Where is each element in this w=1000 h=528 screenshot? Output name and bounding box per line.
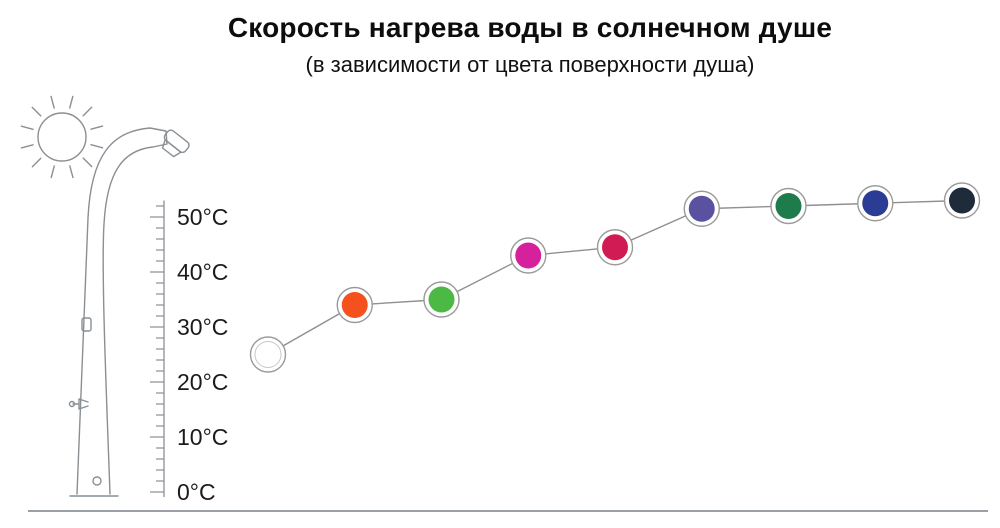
data-point-orange (341, 292, 368, 318)
sun-ray (90, 125, 104, 130)
y-tick-label: 10°C (177, 424, 228, 450)
sun-ray (31, 106, 42, 117)
sun-ray (50, 165, 55, 179)
temperature-ruler (150, 200, 165, 497)
shower-column (68, 127, 190, 497)
sun-ray (50, 95, 55, 109)
data-point-dark-green (775, 193, 802, 219)
data-point-green (428, 286, 455, 313)
sun-ray (69, 165, 74, 179)
sun-ray (20, 144, 34, 149)
sun-ray (69, 95, 74, 109)
shower-head (161, 129, 190, 158)
sun-ray (90, 144, 104, 149)
y-tick-label: 50°C (177, 204, 228, 230)
sun-ray (31, 157, 42, 168)
data-point-purple (688, 195, 715, 222)
shower-knob (81, 317, 92, 332)
sun-ray (82, 106, 93, 117)
data-point-dark-navy (949, 187, 975, 214)
sun-disc (37, 112, 87, 162)
y-tick-label: 30°C (177, 314, 228, 340)
shower-body-outline (76, 127, 168, 495)
shower-base-dot (92, 476, 102, 486)
data-point-magenta (515, 242, 542, 269)
series-layer (249, 182, 981, 373)
sun-icon (20, 95, 104, 179)
data-point-white (254, 341, 282, 368)
y-tick-label: 40°C (177, 259, 228, 285)
series-line (267, 199, 963, 356)
sun-ray (20, 125, 34, 130)
data-point-dark-blue (862, 190, 889, 217)
shower-tap (72, 398, 89, 410)
page-title: Скорость нагрева воды в солнечном душе (227, 12, 833, 43)
y-axis-labels: 0°C 10°C 20°C 30°C 40°C 50°C (177, 204, 228, 505)
page-subtitle: (в зависимости от цвета поверхности душа… (305, 52, 755, 77)
solar-shower-illustration (20, 95, 190, 497)
data-point-crimson (602, 234, 628, 261)
y-tick-label: 0°C (177, 479, 216, 505)
y-tick-label: 20°C (177, 369, 228, 395)
sun-ray (82, 157, 93, 168)
shower-tap-knob (68, 400, 76, 408)
